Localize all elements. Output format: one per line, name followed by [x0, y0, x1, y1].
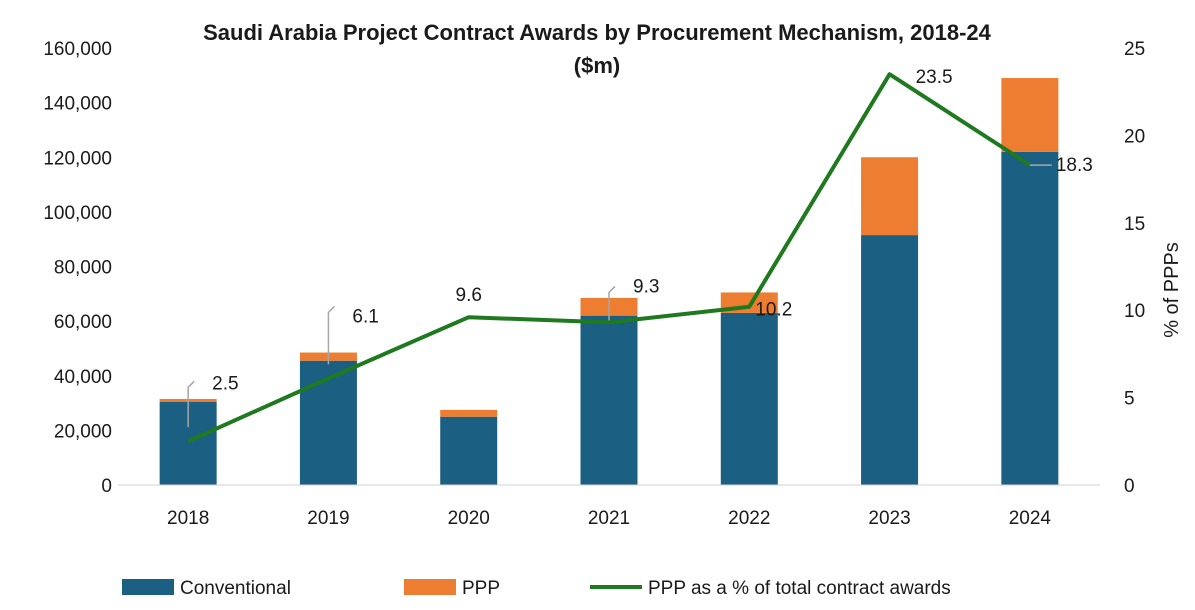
left-axis-tick-label: 0 — [101, 476, 112, 497]
x-axis-tick-label: 2020 — [448, 508, 490, 529]
data-label-leader — [327, 305, 335, 365]
left-axis-tick-label: 140,000 — [43, 94, 112, 115]
legend-swatch-ppp — [404, 579, 456, 595]
x-axis-tick-label: 2021 — [588, 508, 630, 529]
data-label: 9.6 — [456, 285, 482, 306]
legend-label-line: PPP as a % of total contract awards — [648, 578, 951, 599]
data-label: 18.3 — [1056, 155, 1093, 176]
axes-layer: 0 20,000 40,000 60,000 80,000 100,000 120,000 1… — [43, 39, 1145, 529]
right-axis-tick-label: 20 — [1124, 126, 1145, 147]
bar-conventional — [720, 312, 778, 485]
chart-title-line2: ($m) — [574, 53, 620, 78]
x-axis-tick-label: 2024 — [1009, 508, 1052, 529]
line-layer — [187, 72, 1031, 444]
labels-layer: 2.5 6.1 9.6 9.3 10.2 23.5 18.3 — [187, 67, 1093, 428]
right-axis-tick-label: 5 — [1124, 389, 1135, 410]
right-axis-tick-label: 15 — [1124, 214, 1145, 235]
bar-conventional — [299, 360, 357, 485]
legend-label-ppp: PPP — [462, 578, 500, 599]
line-ppp-share — [187, 72, 1031, 444]
data-label-leader — [608, 285, 616, 321]
bar-conventional — [580, 315, 638, 485]
legend: Conventional PPP PPP as a % of total contr… — [122, 578, 951, 599]
x-axis-tick-label: 2018 — [167, 508, 209, 529]
data-label-leader — [187, 380, 195, 428]
data-label: 9.3 — [633, 276, 659, 297]
right-axis-label: % of PPPs — [1161, 242, 1183, 338]
legend-label-conventional: Conventional — [180, 578, 291, 599]
data-label: 23.5 — [916, 67, 953, 88]
bar-conventional — [1001, 151, 1059, 485]
bars-layer — [159, 78, 1059, 485]
bar-ppp — [440, 409, 498, 417]
x-axis-tick-label: 2022 — [728, 508, 770, 529]
bar-conventional — [861, 235, 919, 485]
left-axis-tick-label: 100,000 — [43, 203, 112, 224]
x-axis-tick-label: 2019 — [307, 508, 349, 529]
bar-ppp — [861, 157, 919, 236]
data-label: 2.5 — [212, 373, 238, 394]
chart-title-line1: Saudi Arabia Project Contract Awards by … — [203, 20, 992, 45]
right-axis-tick-label: 10 — [1124, 301, 1145, 322]
left-axis-tick-label: 60,000 — [54, 312, 112, 333]
data-label: 10.2 — [755, 300, 792, 321]
left-axis-tick-label: 160,000 — [43, 39, 112, 60]
legend-swatch-conventional — [122, 579, 174, 595]
left-axis-tick-label: 20,000 — [54, 421, 112, 442]
left-axis-tick-label: 40,000 — [54, 367, 112, 388]
data-label: 6.1 — [352, 306, 378, 327]
right-axis-tick-label: 25 — [1124, 39, 1145, 60]
bar-conventional — [440, 416, 498, 485]
left-axis-tick-label: 120,000 — [43, 148, 112, 169]
left-axis-tick-label: 80,000 — [54, 258, 112, 279]
bar-ppp — [1001, 78, 1059, 152]
right-axis-tick-label: 0 — [1124, 476, 1135, 497]
x-axis-tick-label: 2023 — [868, 508, 910, 529]
